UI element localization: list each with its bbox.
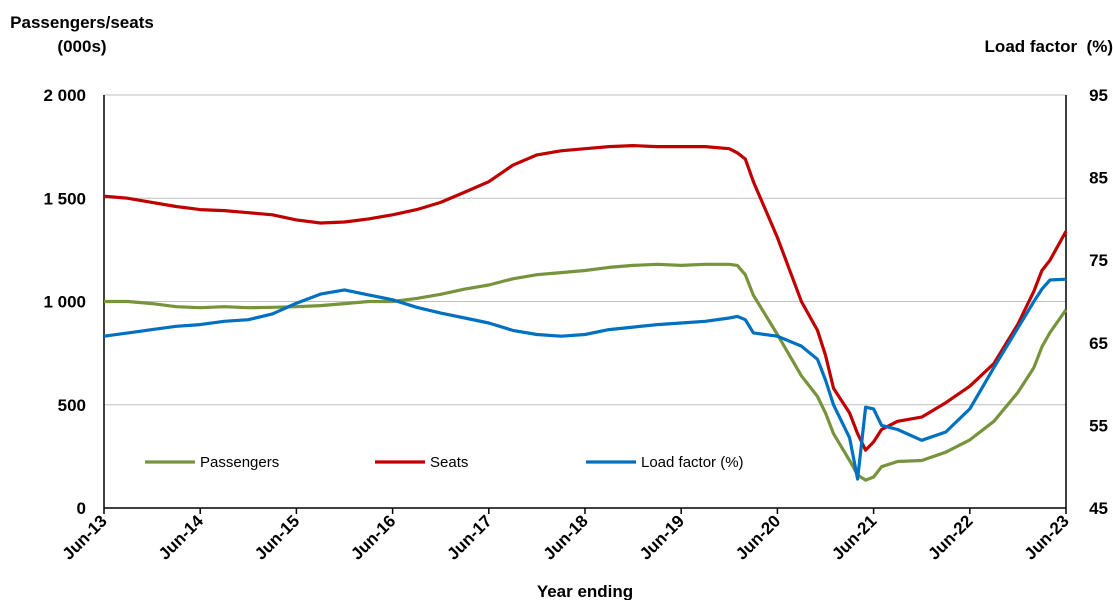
series-line-seats bbox=[103, 144, 1068, 452]
x-tick-label: Jun-21 bbox=[828, 511, 880, 563]
left-tick-label: 500 bbox=[58, 396, 86, 415]
left-tick-label: 0 bbox=[77, 499, 86, 518]
x-tick-label: Jun-15 bbox=[251, 511, 303, 563]
legend: Passengers Seats Load factor (%) bbox=[145, 454, 744, 471]
right-tick-label: 65 bbox=[1089, 334, 1108, 353]
x-tick-label: Jun-13 bbox=[59, 511, 111, 563]
left-axis-title-line2: (000s) bbox=[57, 37, 106, 56]
left-axis-title-line1: Passengers/seats bbox=[10, 13, 154, 32]
right-tick-label: 85 bbox=[1089, 169, 1108, 188]
left-tick-label: 1 500 bbox=[43, 189, 86, 208]
right-tick-label: 75 bbox=[1089, 251, 1108, 270]
left-tick-label: 1 000 bbox=[43, 293, 86, 312]
left-tick-label: 2 000 bbox=[43, 86, 86, 105]
right-tick-label: 55 bbox=[1089, 416, 1108, 435]
x-tick-label: Jun-14 bbox=[155, 511, 208, 564]
right-y-axis-ticks: 45 55 65 75 85 95 bbox=[1089, 86, 1108, 518]
x-tick-label: Jun-16 bbox=[347, 511, 399, 563]
x-tick-label: Jun-17 bbox=[443, 511, 495, 563]
x-tick-label: Jun-19 bbox=[636, 511, 688, 563]
x-tick-label: Jun-20 bbox=[732, 511, 784, 563]
right-tick-label: 45 bbox=[1089, 499, 1108, 518]
series-line-load-factor bbox=[103, 277, 1067, 481]
gridlines bbox=[103, 94, 1067, 509]
left-y-axis-ticks: 0 500 1 000 1 500 2 000 bbox=[43, 86, 86, 518]
x-axis-title: Year ending bbox=[537, 582, 633, 600]
series-line-passengers bbox=[104, 262, 1068, 482]
x-tick-label: Jun-22 bbox=[924, 511, 976, 563]
x-tick-label: Jun-18 bbox=[540, 511, 592, 563]
legend-label: Load factor (%) bbox=[641, 454, 744, 471]
x-axis-ticks: Jun-13 Jun-14 Jun-15 Jun-16 Jun-17 Jun-18 Jun-… bbox=[59, 508, 1073, 564]
series-lines bbox=[103, 144, 1068, 482]
right-tick-label: 95 bbox=[1089, 86, 1108, 105]
x-tick-label: Jun-23 bbox=[1021, 511, 1073, 563]
legend-label: Seats bbox=[430, 454, 468, 471]
legend-label: Passengers bbox=[200, 454, 279, 471]
right-axis-title: Load factor (%) bbox=[985, 37, 1113, 56]
